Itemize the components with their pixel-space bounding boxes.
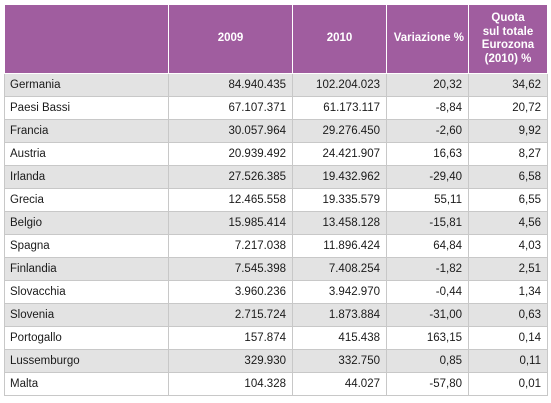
cell-variation: 55,11 [386,188,469,212]
table-row: Austria 20.939.492 24.421.907 16,63 8,27 [4,142,548,166]
cell-country: Spagna [4,234,169,258]
cell-country: Lussemburgo [4,349,169,373]
cell-2010: 102.204.023 [292,73,387,97]
table-row: Slovenia 2.715.724 1.873.884 -31,00 0,63 [4,303,548,327]
cell-2010: 332.750 [292,349,387,373]
cell-share: 4,03 [468,234,548,258]
table-row: Malta 104.328 44.027 -57,80 0,01 [4,372,548,396]
table-row: Spagna 7.217.038 11.896.424 64,84 4,03 [4,234,548,258]
cell-2009: 20.939.492 [168,142,293,166]
cell-variation: -2,60 [386,119,469,143]
cell-variation: -31,00 [386,303,469,327]
cell-2010: 1.873.884 [292,303,387,327]
cell-variation: 20,32 [386,73,469,97]
table-row: Irlanda 27.526.385 19.432.962 -29,40 6,58 [4,165,548,189]
table-row: Finlandia 7.545.398 7.408.254 -1,82 2,51 [4,257,548,281]
cell-share: 8,27 [468,142,548,166]
cell-2010: 19.432.962 [292,165,387,189]
cell-country: Germania [4,73,169,97]
cell-country: Slovenia [4,303,169,327]
cell-2009: 84.940.435 [168,73,293,97]
table-row: Portogallo 157.874 415.438 163,15 0,14 [4,326,548,350]
table-row: Paesi Bassi 67.107.371 61.173.117 -8,84 20,7… [4,96,548,120]
cell-2009: 104.328 [168,372,293,396]
cell-2010: 415.438 [292,326,387,350]
cell-share: 4,56 [468,211,548,235]
cell-2010: 7.408.254 [292,257,387,281]
cell-variation: -57,80 [386,372,469,396]
cell-2009: 7.545.398 [168,257,293,281]
cell-share: 34,62 [468,73,548,97]
cell-2009: 157.874 [168,326,293,350]
header-row: 2009 2010 Variazione % Quota sul totale … [4,4,548,74]
header-share-line-3: Eurozona [481,39,535,51]
cell-2010: 3.942.970 [292,280,387,304]
cell-2010: 24.421.907 [292,142,387,166]
cell-country: Irlanda [4,165,169,189]
cell-share: 6,58 [468,165,548,189]
cell-share: 2,51 [468,257,548,281]
cell-2009: 12.465.558 [168,188,293,212]
header-2010: 2010 [292,4,387,74]
cell-2010: 44.027 [292,372,387,396]
cell-variation: 16,63 [386,142,469,166]
cell-2009: 2.715.724 [168,303,293,327]
cell-2009: 7.217.038 [168,234,293,258]
cell-share: 6,55 [468,188,548,212]
cell-2010: 29.276.450 [292,119,387,143]
cell-2009: 3.960.236 [168,280,293,304]
cell-country: Francia [4,119,169,143]
cell-2009: 30.057.964 [168,119,293,143]
table-header: 2009 2010 Variazione % Quota sul totale … [4,4,548,74]
cell-variation: -8,84 [386,96,469,120]
cell-share: 9,92 [468,119,548,143]
cell-variation: 0,85 [386,349,469,373]
cell-share: 0,63 [468,303,548,327]
cell-share: 0,11 [468,349,548,373]
cell-2009: 329.930 [168,349,293,373]
table-row: Belgio 15.985.414 13.458.128 -15,81 4,56 [4,211,548,235]
cell-2010: 61.173.117 [292,96,387,120]
cell-country: Portogallo [4,326,169,350]
cell-2010: 11.896.424 [292,234,387,258]
table-body: Germania 84.940.435 102.204.023 20,32 34,62 P… [4,73,548,396]
cell-share: 1,34 [468,280,548,304]
cell-country: Belgio [4,211,169,235]
cell-2010: 13.458.128 [292,211,387,235]
cell-variation: -0,44 [386,280,469,304]
table-row: Grecia 12.465.558 19.335.579 55,11 6,55 [4,188,548,212]
cell-country: Malta [4,372,169,396]
table-row: Germania 84.940.435 102.204.023 20,32 34,62 [4,73,548,97]
cell-variation: 64,84 [386,234,469,258]
header-share-line-4: (2010) % [484,52,532,65]
table-row: Slovacchia 3.960.236 3.942.970 -0,44 1,34 [4,280,548,304]
cell-2009: 15.985.414 [168,211,293,235]
cell-share: 0,14 [468,326,548,350]
cell-country: Grecia [4,188,169,212]
header-variation: Variazione % [386,4,469,74]
cell-variation: -1,82 [386,257,469,281]
table-row: Francia 30.057.964 29.276.450 -2,60 9,92 [4,119,548,143]
header-share-line-2: sul totale [482,25,534,38]
cell-share: 0,01 [468,372,548,396]
cell-2009: 67.107.371 [168,96,293,120]
eurozone-table: 2009 2010 Variazione % Quota sul totale … [4,4,548,396]
header-2009: 2009 [168,4,293,74]
header-share-line-1: Quota [491,12,525,24]
cell-2009: 27.526.385 [168,165,293,189]
cell-country: Slovacchia [4,280,169,304]
cell-variation: -15,81 [386,211,469,235]
cell-2010: 19.335.579 [292,188,387,212]
cell-country: Austria [4,142,169,166]
cell-share: 20,72 [468,96,548,120]
header-share: Quota sul totale Eurozona (2010) % [468,4,548,74]
cell-variation: -29,40 [386,165,469,189]
table-row: Lussemburgo 329.930 332.750 0,85 0,11 [4,349,548,373]
cell-variation: 163,15 [386,326,469,350]
cell-country: Finlandia [4,257,169,281]
header-country [4,4,169,74]
cell-country: Paesi Bassi [4,96,169,120]
